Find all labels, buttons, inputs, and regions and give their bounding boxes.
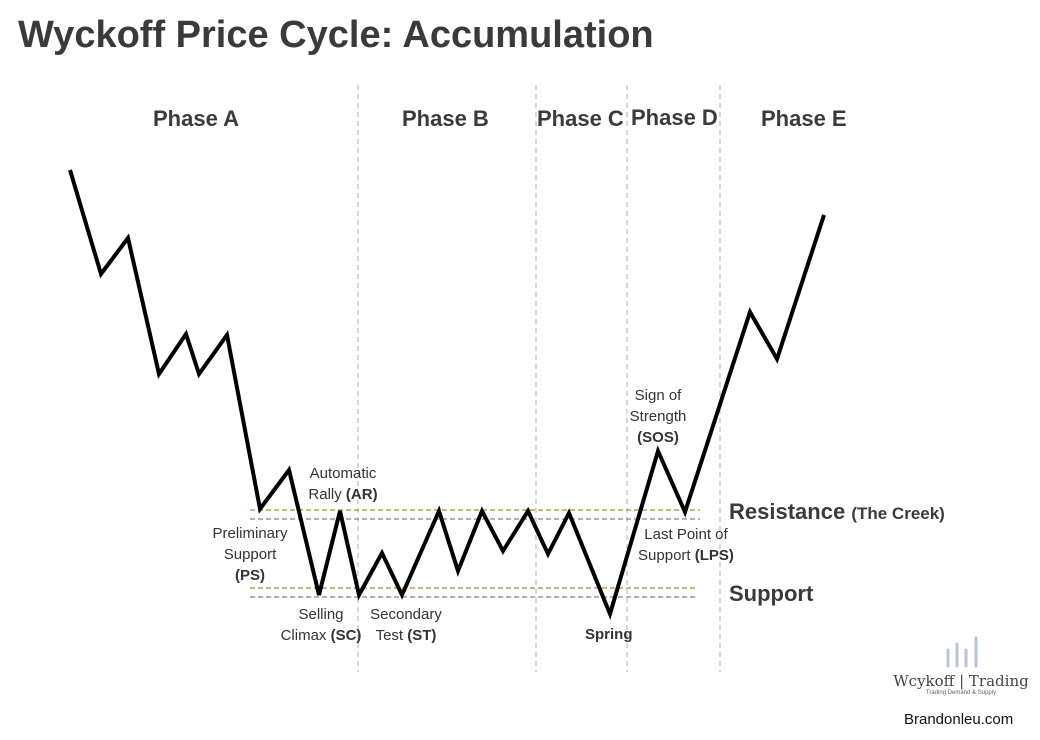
phase-a-label: Phase A <box>153 106 240 131</box>
ps-label: Preliminary Support (PS) <box>212 525 288 584</box>
st-label: Secondary Test (ST) <box>370 606 442 644</box>
site-link[interactable]: Brandonleu.com <box>904 711 1014 728</box>
phase-d-label: Phase D <box>631 105 718 130</box>
logo: Wcykoff | Trading Trading Demand & Suppl… <box>886 636 1036 696</box>
phase-c-label: Phase C <box>537 106 624 131</box>
price-line <box>68 169 826 621</box>
support-label: Support <box>729 581 814 606</box>
logo-tagline: Trading Demand & Supply <box>925 690 997 696</box>
sc-label: Selling Climax (SC) <box>280 606 362 644</box>
phase-b-label: Phase B <box>402 106 489 131</box>
sos-label: Sign of Strength (SOS) <box>629 387 687 446</box>
page-title: Wyckoff Price Cycle: Accumulation <box>18 14 654 56</box>
phase-e-label: Phase E <box>761 106 847 131</box>
ar-label: Automatic Rally (AR) <box>308 465 378 503</box>
spring-label: Spring <box>585 626 633 643</box>
resistance-label: Resistance (The Creek) <box>729 499 945 524</box>
logo-name: Wcykoff | Trading <box>893 672 1029 690</box>
lps-label: Last Point of Support (LPS) <box>638 526 734 564</box>
bar-chart-logo-icon <box>946 636 978 668</box>
